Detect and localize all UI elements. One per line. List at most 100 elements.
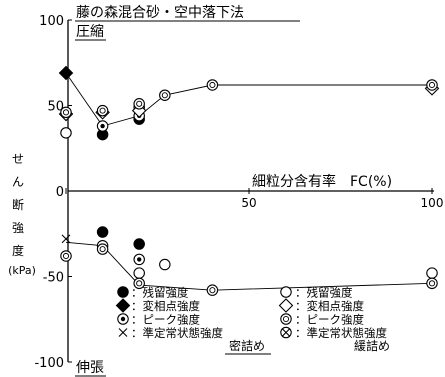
data-point-loose-6: [60, 106, 72, 119]
chart-title: 藤の森混合砂・空中落下法: [76, 5, 244, 21]
x-tick-label: 50: [241, 196, 256, 210]
marker-inner-ring: [161, 92, 168, 99]
marker-shape: [280, 313, 292, 325]
y-axis-label-char: 度: [12, 243, 24, 258]
legend-label-loose: ：準定常状態強度: [295, 326, 387, 340]
data-point-loose-4: [159, 258, 171, 271]
marker-shape: [117, 286, 129, 298]
legend-marker-loose: [280, 313, 292, 325]
marker-inner-ring: [209, 287, 216, 294]
data-point-loose-4: [133, 267, 145, 279]
marker-shape: [60, 127, 72, 139]
marker-stroke: [118, 328, 128, 337]
marker-shape: [133, 238, 145, 250]
data-point-loose-6: [96, 243, 109, 255]
data-point-loose-6: [96, 104, 109, 117]
y-axis-label-char: 強: [12, 221, 24, 235]
marker-inner-ring: [99, 107, 106, 114]
legend: ：残留強度：変相点強度：ピーク強度：準定常状態強度：残留強度：変相点強度：ピーク…: [115, 286, 390, 355]
marker-shape: [278, 298, 294, 313]
legend-label-loose: ：ピーク強度: [295, 313, 364, 327]
legend-label-dense: ：ピーク強度: [131, 313, 200, 327]
legend-label-dense: ：準定常状態強度: [131, 326, 223, 340]
data-point-loose-6: [206, 79, 219, 91]
data-point-loose-6: [159, 89, 171, 101]
marker-shape: [96, 104, 109, 117]
marker-shape: [206, 284, 219, 296]
marker-inner-ring: [99, 246, 106, 253]
marker-stroke: [61, 234, 71, 244]
data-point-loose-4: [426, 267, 438, 279]
legend-marker-loose: [280, 326, 292, 339]
marker-shape: [133, 267, 145, 279]
axes: -100 -50 0 50 100 50 100: [34, 14, 443, 371]
y-axis-unit: (kPa): [8, 264, 36, 277]
marker-shape: [206, 79, 219, 91]
marker-shape: [60, 250, 72, 262]
data-point-dense-2: [96, 120, 109, 132]
legend-marker-loose: [278, 298, 294, 313]
marker-shape: [96, 243, 109, 255]
marker-shape: [133, 277, 145, 290]
data-point-dense-3: [61, 234, 71, 244]
data-point-loose-6: [133, 277, 145, 290]
legend-marker-loose: [280, 286, 292, 298]
legend-marker-dense: [117, 286, 129, 298]
marker-shape: [60, 106, 72, 119]
marker-shape: [96, 226, 109, 238]
x-axis-label: 細粒分含有率 FC(%): [252, 173, 392, 190]
data-point-dense-1: [58, 65, 74, 81]
y-axis-label-char: ん: [12, 175, 24, 189]
data-point-loose-6: [426, 277, 438, 290]
marker-shape: [426, 277, 438, 290]
legend-marker-dense: [117, 313, 129, 325]
data-point-loose-6: [426, 79, 438, 91]
marker-dot: [100, 123, 105, 129]
marker-shape: [115, 298, 131, 313]
y-tick-label: -50: [43, 271, 64, 286]
data-point-dense-0: [96, 226, 109, 238]
marker-shape: [133, 98, 145, 110]
data-point-loose-6: [206, 284, 219, 296]
marker-inner-ring: [136, 100, 143, 107]
marker-inner-ring: [282, 315, 290, 323]
marker-inner-ring: [136, 280, 143, 287]
y-axis-label-char: 断: [12, 197, 24, 212]
data-point-loose-6: [60, 250, 72, 262]
legend-label-dense: ：変相点強度: [131, 299, 200, 313]
x-tick-label: 100: [421, 196, 444, 210]
y-tick-label: 100: [39, 14, 64, 29]
marker-shape: [426, 267, 438, 279]
marker-dot: [137, 257, 142, 262]
data-point-dense-0: [133, 238, 145, 250]
y-axis-label-char: せ: [12, 152, 24, 166]
data-point-loose-4: [60, 127, 72, 139]
series-line: [65, 72, 432, 127]
marker-dot: [120, 316, 126, 322]
series-line: [65, 241, 433, 291]
data-point-loose-6: [133, 98, 145, 110]
legend-label-loose: ：残留強度: [295, 286, 353, 300]
y-tick-label: -100: [34, 356, 64, 371]
data-point-dense-2: [133, 253, 145, 266]
marker-inner-ring: [209, 81, 216, 89]
marker-shape: [159, 258, 171, 271]
marker-inner-ring: [428, 81, 436, 89]
region-label-compression: 圧縮: [76, 24, 104, 40]
legend-label-loose: ：変相点強度: [295, 299, 364, 313]
legend-marker-dense: [118, 328, 128, 337]
data-marks: [58, 65, 440, 296]
y-tick-label: 50: [47, 100, 64, 115]
legend-label-dense: ：残留強度: [131, 286, 189, 300]
marker-shape: [426, 79, 438, 91]
marker-inner-ring: [62, 252, 70, 260]
marker-shape: [280, 286, 292, 298]
region-label-extension: 伸張: [76, 360, 104, 376]
marker-shape: [159, 89, 171, 101]
marker-inner-ring: [62, 109, 70, 116]
marker-inner-ring: [428, 280, 436, 287]
legend-marker-dense: [115, 298, 131, 313]
marker-shape: [58, 65, 74, 81]
